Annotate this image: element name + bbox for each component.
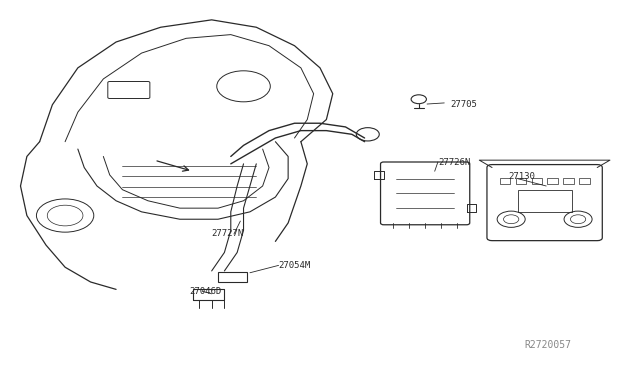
Bar — [218, 272, 246, 282]
Text: 27046D: 27046D — [189, 287, 221, 296]
Bar — [500, 177, 510, 184]
Bar — [547, 177, 557, 184]
Text: 27054M: 27054M — [278, 261, 311, 270]
Text: 27130: 27130 — [508, 172, 535, 181]
Text: 27727N: 27727N — [212, 230, 244, 238]
Text: R2720057: R2720057 — [525, 340, 572, 350]
Text: 27705: 27705 — [451, 100, 477, 109]
Bar — [579, 177, 589, 184]
Bar — [516, 177, 526, 184]
Text: 27726N: 27726N — [438, 157, 470, 167]
Bar — [518, 190, 572, 212]
Bar — [532, 177, 541, 184]
Bar — [563, 177, 573, 184]
